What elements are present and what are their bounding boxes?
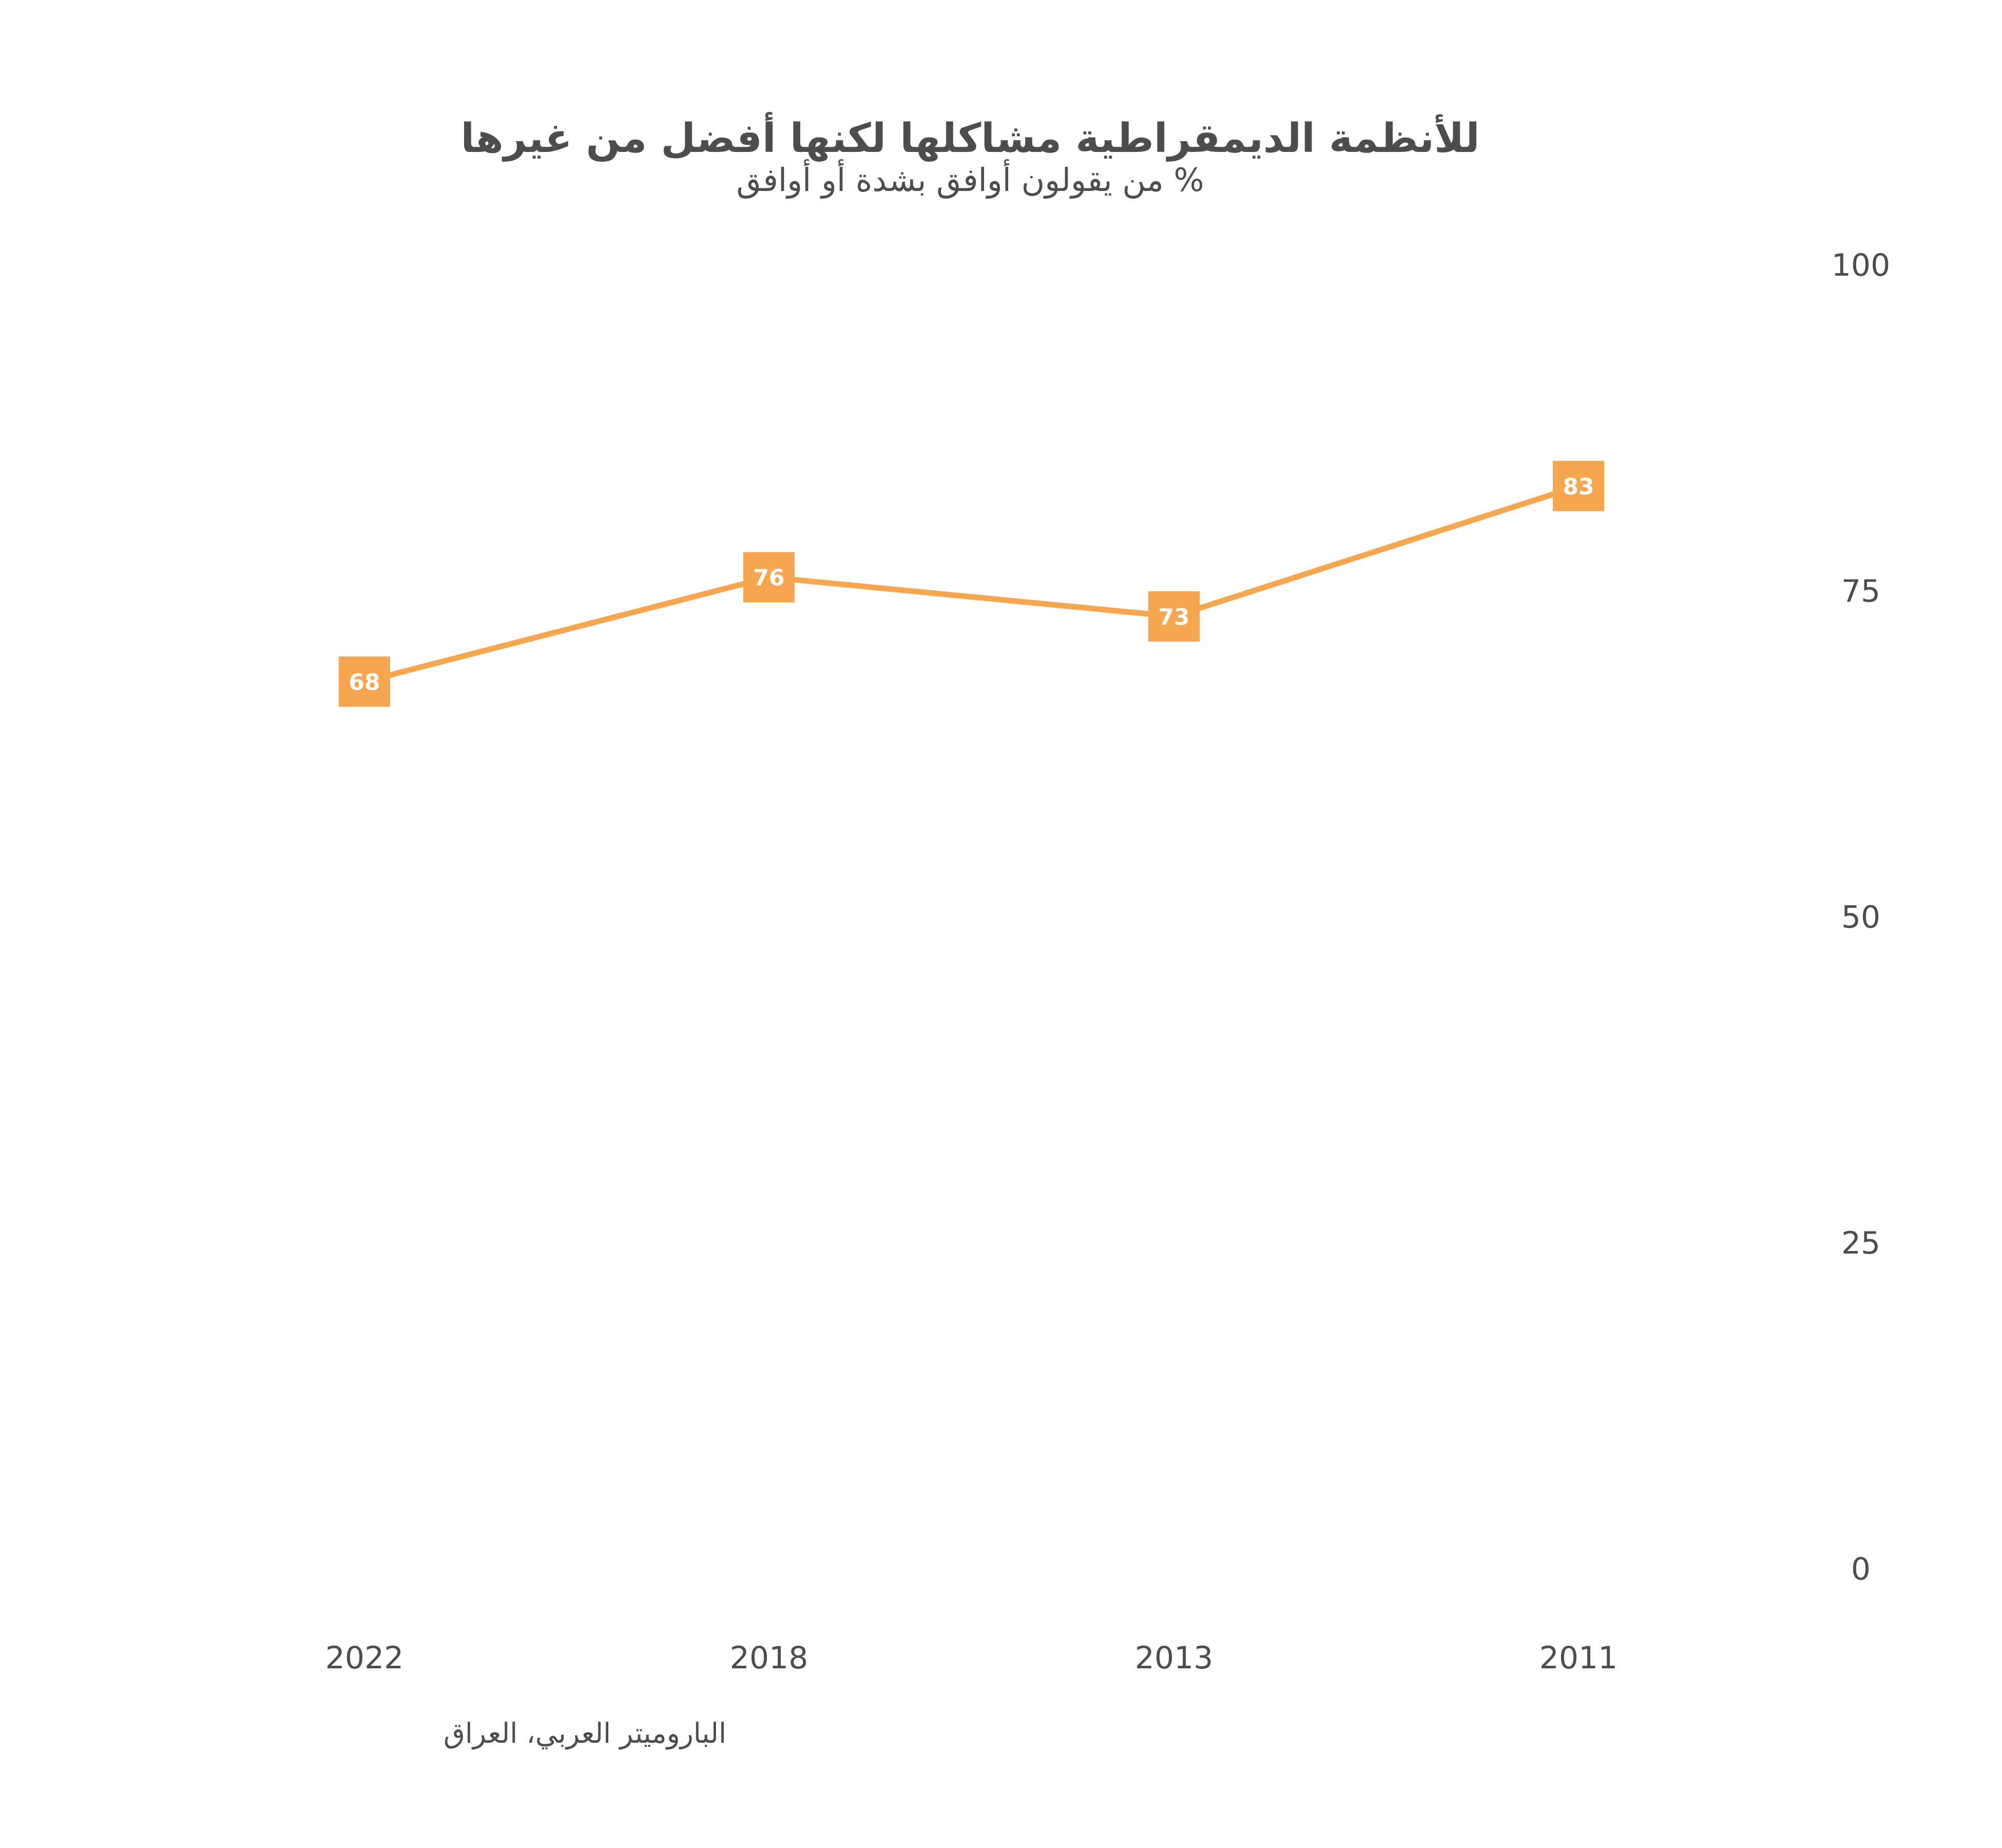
data-label: 76 (753, 565, 784, 591)
chart-title: للأنظمة الديمقراطية مشاكلها لكنها أفضل م… (461, 112, 1480, 162)
x-axis: 2022 2018 2013 2011 (325, 1640, 1618, 1676)
y-tick-label: 50 (1841, 899, 1880, 935)
x-tick-label: 2022 (325, 1640, 404, 1676)
series-line (361, 483, 1582, 685)
y-axis: 0 25 50 75 100 (1832, 247, 1891, 1587)
y-tick-label: 25 (1841, 1225, 1880, 1261)
data-label: 68 (349, 669, 380, 696)
data-point: 73 (1148, 591, 1200, 642)
data-label: 83 (1563, 474, 1594, 500)
data-point: 76 (743, 552, 795, 603)
data-point-marker (339, 656, 390, 707)
data-point: 68 (339, 656, 390, 707)
x-tick-label: 2018 (730, 1640, 808, 1676)
series-layer: 68 76 73 83 (339, 460, 1604, 707)
chart-subtitle: % من يقولون أوافق بشدة أو أوافق (737, 159, 1204, 199)
data-point-marker (1553, 460, 1604, 511)
x-tick-label: 2013 (1135, 1640, 1214, 1676)
x-tick-label: 2011 (1539, 1640, 1618, 1676)
data-label: 73 (1158, 604, 1189, 630)
data-point-marker (743, 552, 795, 603)
source-note: الباروميتر العربي، العراق (444, 1717, 726, 1749)
data-point-marker (1148, 591, 1200, 642)
y-tick-label: 0 (1851, 1551, 1871, 1587)
data-point: 83 (1553, 460, 1604, 511)
y-tick-label: 75 (1841, 573, 1880, 609)
y-tick-label: 100 (1832, 247, 1891, 283)
